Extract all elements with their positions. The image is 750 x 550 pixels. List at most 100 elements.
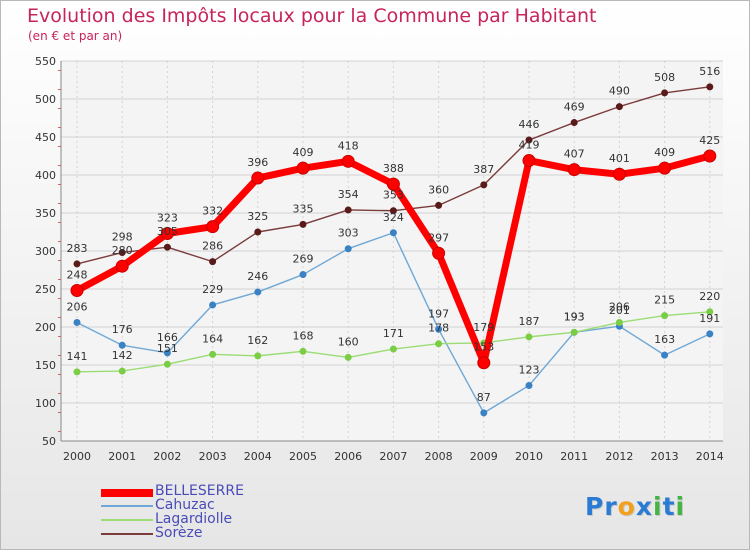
data-label: 396 — [247, 156, 268, 169]
legend-label: Cahuzac — [155, 497, 215, 513]
data-label: 206 — [609, 300, 630, 313]
x-tick-label: 2000 — [63, 450, 91, 463]
y-tick-label: 200 — [35, 321, 56, 334]
chart-subtitle: (en € et par an) — [28, 29, 123, 43]
data-label: 325 — [247, 210, 268, 223]
x-tick-label: 2001 — [108, 450, 136, 463]
data-label: 164 — [202, 332, 223, 345]
data-point — [477, 356, 491, 370]
data-point — [522, 154, 536, 168]
data-point — [299, 347, 307, 355]
x-tick-label: 2002 — [153, 450, 181, 463]
data-point — [386, 177, 400, 191]
logo-letter: o — [617, 492, 636, 521]
data-point — [658, 161, 672, 175]
data-label: 151 — [157, 342, 178, 355]
y-tick-label: 450 — [35, 131, 56, 144]
data-label: 354 — [338, 188, 359, 201]
data-label: 516 — [699, 65, 720, 78]
data-label: 193 — [564, 310, 585, 323]
y-tick-label: 400 — [35, 169, 56, 182]
data-label: 246 — [247, 270, 268, 283]
data-point — [525, 333, 533, 341]
data-label: 206 — [67, 300, 88, 313]
data-label: 446 — [519, 118, 540, 131]
y-tick-label: 150 — [35, 359, 56, 372]
data-label: 303 — [338, 227, 359, 240]
data-point — [115, 259, 129, 273]
logo-letter: P — [585, 492, 605, 521]
data-point — [73, 318, 81, 326]
data-point — [570, 119, 578, 127]
data-point — [432, 246, 446, 260]
data-point — [163, 360, 171, 368]
data-label: 162 — [247, 334, 268, 347]
data-point — [73, 260, 81, 268]
data-label: 409 — [654, 146, 675, 159]
logo-letter: x — [635, 492, 653, 521]
data-point — [118, 249, 126, 257]
data-point — [435, 201, 443, 209]
legend-label: Sorèze — [155, 525, 203, 541]
data-label: 409 — [293, 146, 314, 159]
x-tick-label: 2012 — [605, 450, 633, 463]
grid — [61, 60, 723, 442]
data-label: 187 — [519, 315, 540, 328]
legend-swatch-cahuzac — [101, 505, 153, 507]
data-point — [615, 318, 623, 326]
data-point — [615, 103, 623, 111]
data-label: 323 — [157, 212, 178, 225]
data-label: 332 — [202, 205, 223, 218]
data-label: 197 — [428, 307, 449, 320]
data-label: 160 — [338, 335, 359, 348]
data-label: 280 — [112, 244, 133, 257]
y-tick-label: 350 — [35, 207, 56, 220]
data-point — [70, 284, 84, 298]
data-point — [706, 308, 714, 316]
data-point — [344, 206, 352, 214]
data-label: 305 — [157, 225, 178, 238]
data-point — [567, 163, 581, 177]
data-label: 360 — [428, 183, 449, 196]
data-label: 401 — [609, 152, 630, 165]
y-tick-label: 50 — [42, 435, 56, 448]
proxiti-logo: Proxiti — [585, 492, 685, 521]
data-point — [661, 312, 669, 320]
data-point — [661, 89, 669, 97]
x-tick-label: 2011 — [560, 450, 588, 463]
x-tick-label: 2008 — [425, 450, 453, 463]
data-point — [299, 220, 307, 228]
data-point — [480, 409, 488, 417]
data-point — [389, 207, 397, 215]
data-label: 142 — [112, 349, 133, 362]
data-label: 193 — [564, 310, 585, 323]
data-point — [254, 228, 262, 236]
data-point — [344, 353, 352, 361]
x-tick-label: 2005 — [289, 450, 317, 463]
logo-letter: i — [675, 492, 686, 521]
data-point — [435, 340, 443, 348]
legend-swatch-soreze — [101, 533, 153, 535]
data-label: 176 — [112, 323, 133, 336]
data-point — [389, 345, 397, 353]
data-point — [299, 271, 307, 279]
chart-title: Evolution des Impôts locaux pour la Comm… — [27, 5, 597, 27]
x-tick-label: 2007 — [379, 450, 407, 463]
y-tick-label: 500 — [35, 93, 56, 106]
y-tick-label: 300 — [35, 245, 56, 258]
x-tick-label: 2003 — [199, 450, 227, 463]
data-point — [389, 229, 397, 237]
data-label: 283 — [67, 242, 88, 255]
data-label: 248 — [67, 269, 88, 282]
logo-letter: i — [653, 492, 663, 521]
data-label: 298 — [112, 231, 133, 244]
data-label: 419 — [519, 139, 540, 152]
data-point — [160, 227, 174, 241]
data-point — [661, 351, 669, 359]
legend-label: Lagardiolle — [155, 511, 233, 527]
x-tick-label: 2014 — [696, 450, 724, 463]
data-point — [254, 288, 262, 296]
x-tick-label: 2006 — [334, 450, 362, 463]
data-label: 168 — [293, 329, 314, 342]
